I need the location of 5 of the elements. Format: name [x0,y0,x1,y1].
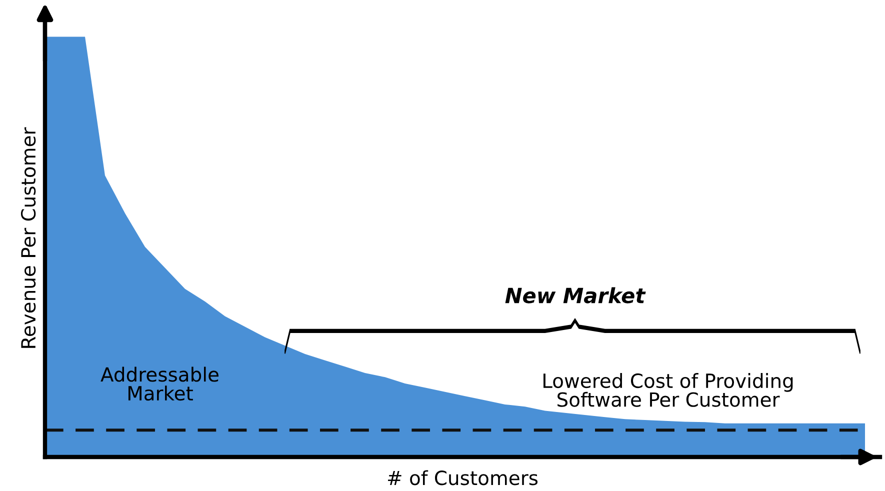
x-axis-title: # of Customers [388,470,538,486]
annotation: New Market [505,287,646,304]
annotation: Lowered Cost of Providing Software Per Customer [544,373,793,407]
annotation: Addressable Market [100,366,218,401]
y-axis-title: Revenue Per Customer [20,127,36,348]
